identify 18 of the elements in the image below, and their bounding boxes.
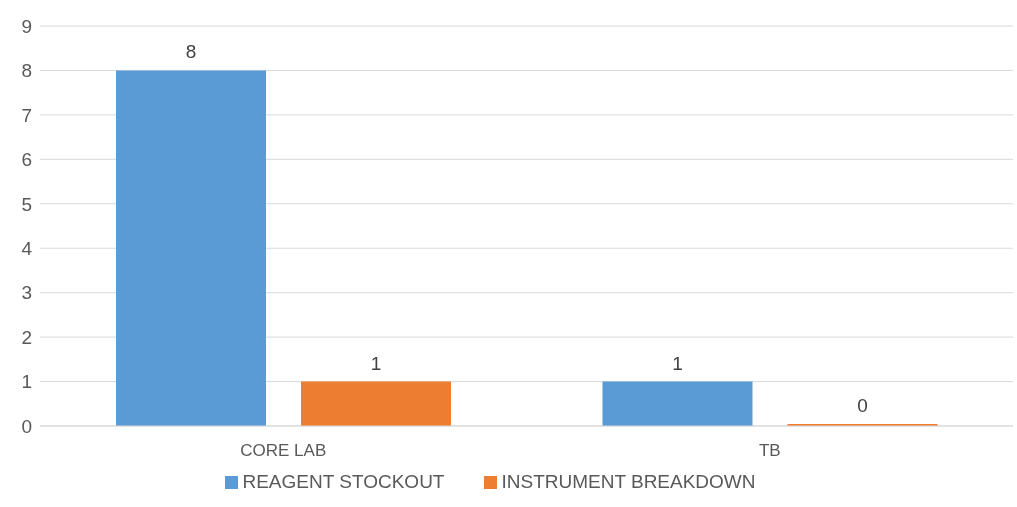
y-tick-label: 3 [21, 282, 32, 304]
data-label: 1 [672, 352, 683, 374]
y-tick-label: 6 [21, 149, 32, 171]
x-tick-label: CORE LAB [240, 441, 327, 461]
y-tick-label: 5 [21, 193, 32, 215]
data-label: 0 [857, 395, 868, 416]
y-tick-label: 0 [21, 415, 32, 437]
y-tick-label: 7 [21, 104, 32, 126]
data-label: 1 [370, 352, 382, 374]
legend-label: REAGENT STOCKOUT [242, 471, 445, 492]
y-tick-label: 4 [21, 237, 33, 259]
data-label: 8 [185, 41, 197, 63]
y-tick-label: 2 [21, 326, 32, 348]
y-tick-label: 8 [21, 60, 32, 82]
y-tick-label: 1 [21, 371, 32, 393]
x-tick-label: TB [758, 441, 781, 461]
y-tick-label: 9 [21, 15, 32, 37]
legend-label: INSTRUMENT BREAKDOWN [501, 471, 756, 492]
